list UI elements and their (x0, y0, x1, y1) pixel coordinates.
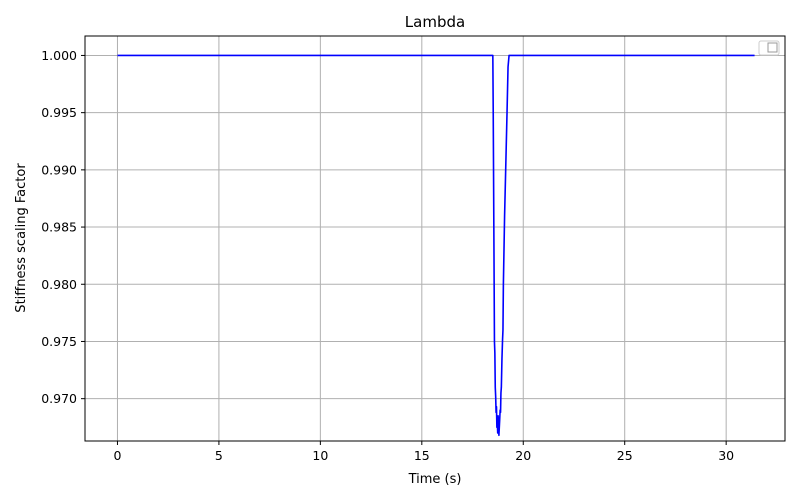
x-tick-label: 20 (515, 448, 531, 463)
data-series (117, 54, 755, 437)
x-tick-label: 10 (312, 448, 328, 463)
y-tick-label: 0.970 (41, 391, 77, 406)
y-tick-label: 1.000 (41, 48, 77, 63)
x-tick-label: 0 (113, 448, 121, 463)
x-tick-label: 5 (215, 448, 223, 463)
y-axis-label: Stiffness scaling Factor (14, 163, 29, 313)
y-tick-label: 0.995 (41, 105, 77, 120)
axis-ticks: 0 5 10 15 20 25 30 0.970 0.975 0.980 0.985 0.990 0.9… (41, 48, 734, 463)
legend-empty-marker (767, 42, 778, 53)
plot-frame (84, 35, 786, 442)
x-axis-label: Time (s) (408, 472, 462, 487)
series-line-lambda (117, 54, 755, 437)
y-tick-label: 0.975 (41, 334, 77, 349)
y-tick-label: 0.980 (41, 277, 77, 292)
y-tick-label: 0.990 (41, 162, 77, 177)
x-tick-label: 30 (718, 448, 734, 463)
chart-title: Lambda (405, 13, 465, 31)
y-tick-label: 0.985 (41, 220, 77, 235)
x-tick-label: 25 (617, 448, 633, 463)
x-tick-label: 15 (414, 448, 430, 463)
